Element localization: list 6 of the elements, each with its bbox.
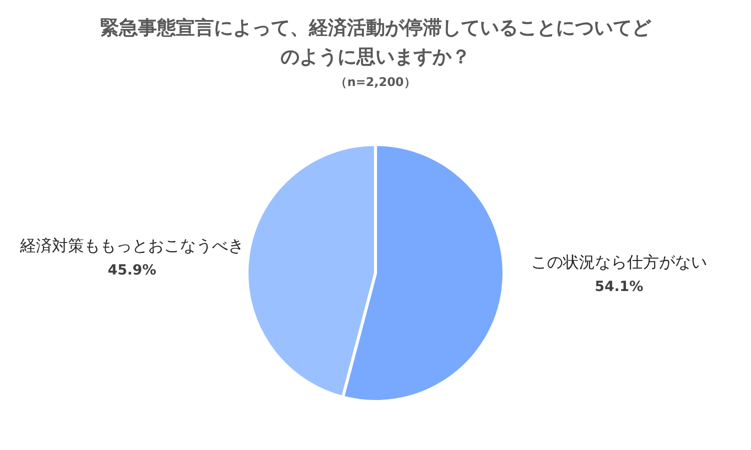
slice-label: 経済対策ももっとおこなうべき <box>19 236 244 255</box>
chart-subtitle: （n=2,200） <box>334 74 417 91</box>
chart-title: 緊急事態宣言によって、経済活動が停滞していることについてどのように思いますか？ <box>99 16 652 70</box>
data-label: 54.1% <box>594 278 644 295</box>
slice-label: この状況なら仕方がない <box>531 252 707 272</box>
data-label: 45.9% <box>108 262 156 278</box>
